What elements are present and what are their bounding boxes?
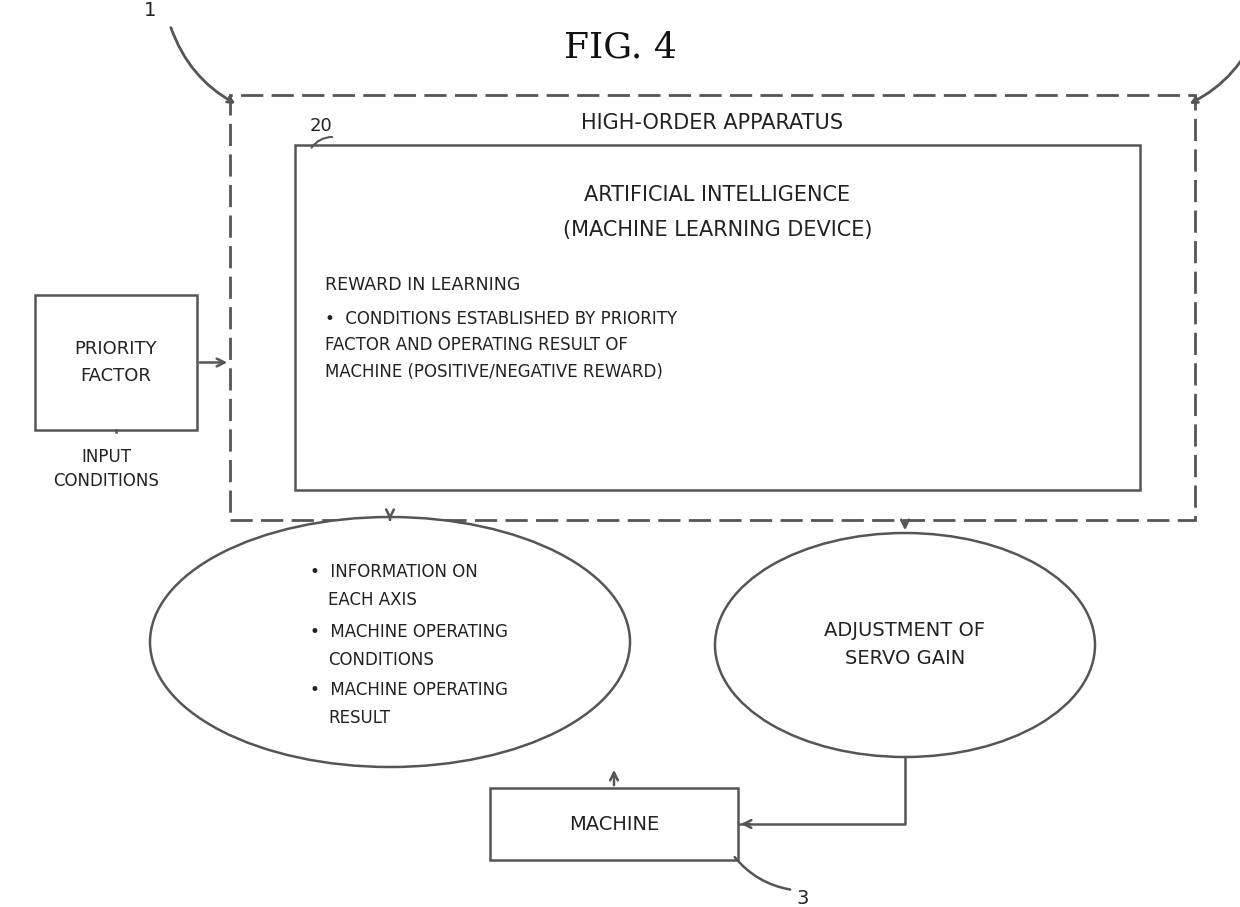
Text: PRIORITY
FACTOR: PRIORITY FACTOR xyxy=(74,340,157,385)
Text: •  MACHINE OPERATING: • MACHINE OPERATING xyxy=(310,681,508,699)
Text: MACHINE: MACHINE xyxy=(569,814,660,834)
Text: CONDITIONS: CONDITIONS xyxy=(329,651,434,669)
Text: ADJUSTMENT OF
SERVO GAIN: ADJUSTMENT OF SERVO GAIN xyxy=(825,621,986,668)
Ellipse shape xyxy=(150,517,630,767)
Bar xyxy=(35,295,197,430)
Text: REWARD IN LEARNING: REWARD IN LEARNING xyxy=(325,276,521,294)
Text: FIG. 4: FIG. 4 xyxy=(563,30,677,64)
Text: RESULT: RESULT xyxy=(329,709,391,727)
Text: 20: 20 xyxy=(310,117,332,135)
Text: ARTIFICIAL INTELLIGENCE: ARTIFICIAL INTELLIGENCE xyxy=(584,185,851,205)
Text: •  MACHINE OPERATING: • MACHINE OPERATING xyxy=(310,623,508,641)
Text: 3: 3 xyxy=(797,889,810,907)
Bar xyxy=(490,788,738,860)
Bar xyxy=(229,95,1195,520)
Text: •  CONDITIONS ESTABLISHED BY PRIORITY
FACTOR AND OPERATING RESULT OF
MACHINE (PO: • CONDITIONS ESTABLISHED BY PRIORITY FAC… xyxy=(325,310,677,381)
Ellipse shape xyxy=(715,533,1095,757)
Text: (MACHINE LEARNING DEVICE): (MACHINE LEARNING DEVICE) xyxy=(563,220,872,240)
Text: INPUT
CONDITIONS: INPUT CONDITIONS xyxy=(53,448,159,490)
Text: HIGH-ORDER APPARATUS: HIGH-ORDER APPARATUS xyxy=(582,113,843,133)
Bar xyxy=(295,145,1140,490)
Text: EACH AXIS: EACH AXIS xyxy=(329,591,417,609)
Text: •  INFORMATION ON: • INFORMATION ON xyxy=(310,563,477,581)
Text: 1: 1 xyxy=(144,1,156,19)
